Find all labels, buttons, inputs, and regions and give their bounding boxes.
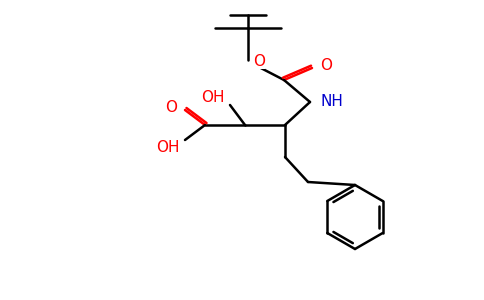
- Text: OH: OH: [201, 89, 225, 104]
- Text: O: O: [253, 53, 265, 68]
- Text: O: O: [165, 100, 177, 116]
- Text: O: O: [320, 58, 332, 74]
- Text: OH: OH: [156, 140, 180, 155]
- Text: NH: NH: [320, 94, 343, 109]
